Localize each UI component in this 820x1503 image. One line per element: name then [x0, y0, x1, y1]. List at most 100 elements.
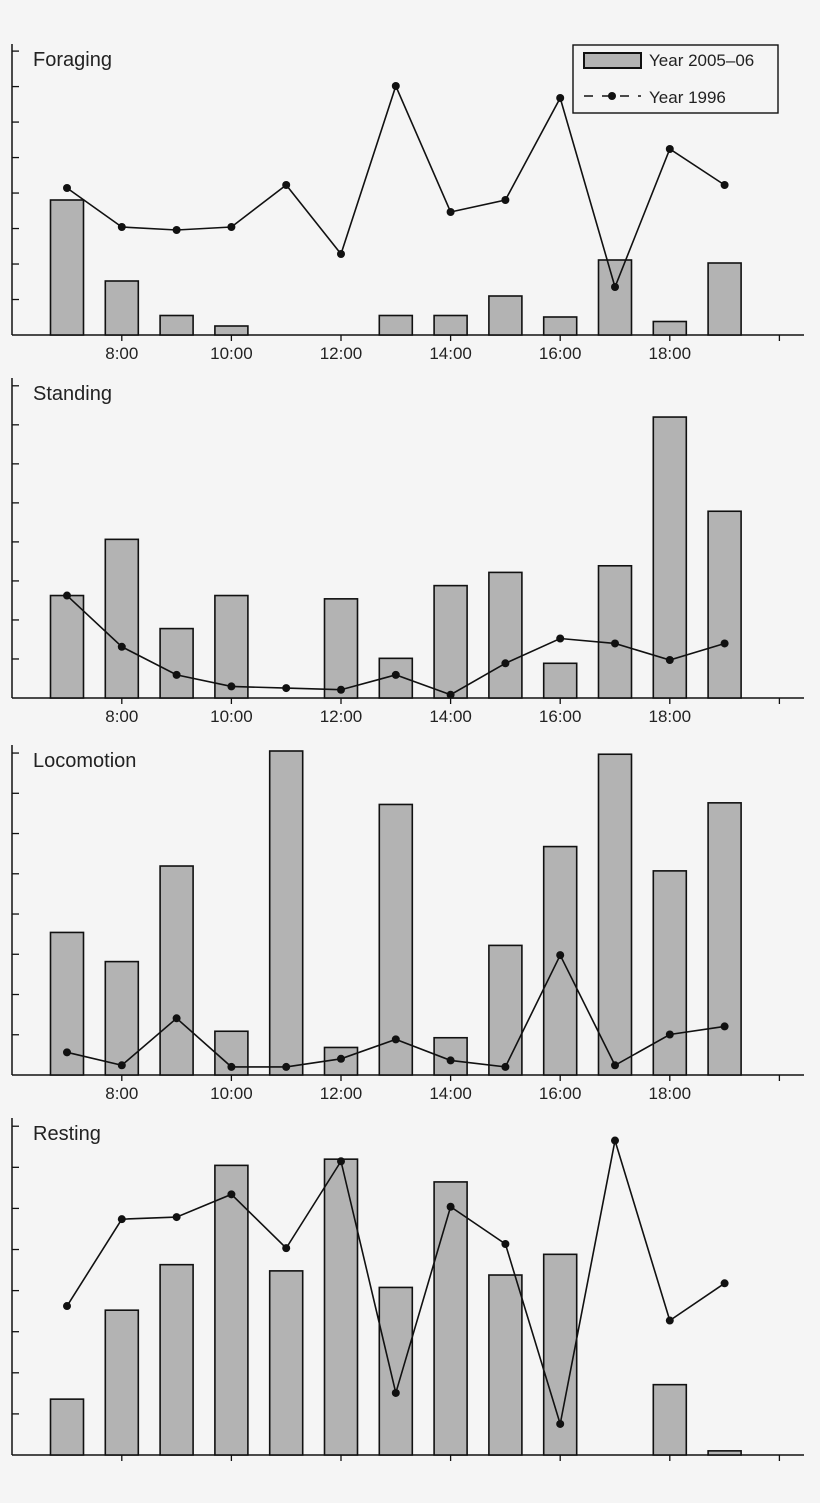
x-tick-label: 8:00	[105, 1084, 138, 1103]
line-point	[172, 1213, 181, 1222]
legend-box	[572, 44, 779, 114]
bar	[707, 510, 742, 699]
line-point	[337, 685, 345, 694]
line-point	[63, 1048, 71, 1057]
x-tick-label: 12:00	[320, 1084, 363, 1103]
x-tick-label: 16:00	[539, 1084, 582, 1103]
bar	[488, 295, 523, 336]
panel-title: Locomotion	[33, 750, 136, 772]
line-point	[282, 181, 291, 189]
line-point	[611, 639, 619, 648]
line-point	[227, 682, 236, 691]
panel-title: Standing	[33, 383, 112, 405]
line-point	[665, 1316, 674, 1325]
bar	[433, 1181, 468, 1456]
line-point	[391, 82, 400, 90]
bar	[214, 1164, 249, 1456]
bar	[433, 584, 468, 699]
bar	[159, 314, 194, 336]
x-tick-label: 18:00	[649, 344, 692, 363]
bar	[268, 750, 304, 1076]
line-1996	[66, 83, 726, 290]
line-point	[227, 223, 236, 231]
bar	[488, 571, 523, 699]
line-point	[501, 196, 510, 204]
line-point	[337, 1054, 345, 1063]
panel-title: Resting	[33, 1123, 101, 1145]
line-point	[720, 1279, 729, 1288]
bar	[652, 416, 688, 699]
line-point	[63, 184, 71, 192]
line-point	[720, 1022, 729, 1031]
legend: Year 2005–06 Year 1996	[572, 44, 779, 114]
bar	[652, 320, 688, 336]
line-point	[501, 1062, 510, 1071]
bar	[707, 1450, 742, 1456]
legend-label-1996: Year 1996	[649, 88, 726, 107]
line-point	[117, 1061, 126, 1070]
legend-bar-swatch	[583, 52, 642, 69]
panel-locomotion: 8:00 10:00 12:00 14:00 16:00 18:00 Locomotion	[11, 745, 804, 1103]
bar	[433, 314, 468, 336]
bar	[159, 865, 194, 1076]
line-point	[556, 94, 565, 102]
x-tick-label: 8:00	[105, 707, 138, 726]
x-tick-label: 10:00	[210, 344, 253, 363]
x-tick-label: 14:00	[429, 1084, 472, 1103]
panel-title: Foraging	[33, 49, 112, 71]
legend-marker	[608, 92, 616, 100]
line-point	[720, 181, 729, 189]
bar	[542, 845, 578, 1076]
line-point	[227, 1190, 236, 1199]
x-tick-label: 12:00	[320, 707, 363, 726]
bar	[597, 259, 633, 336]
x-tick-label: 10:00	[210, 1084, 253, 1103]
line-point	[446, 208, 455, 216]
x-tick-label: 16:00	[539, 344, 582, 363]
line-point	[117, 223, 126, 231]
bar	[214, 325, 249, 336]
bar	[707, 262, 742, 336]
bar	[597, 753, 633, 1076]
line-point	[611, 1061, 619, 1070]
x-tick-label: 14:00	[429, 344, 472, 363]
bar	[378, 803, 414, 1076]
line-point	[446, 690, 455, 699]
bar	[707, 802, 742, 1076]
panel-foraging: 8:00 10:00 12:00 14:00 16:00 18:00 Foraging	[11, 44, 804, 363]
bar	[323, 598, 359, 699]
bar	[488, 944, 523, 1076]
bar	[159, 627, 194, 699]
bar	[268, 1270, 304, 1456]
x-tick-label: 18:00	[649, 707, 692, 726]
line-point	[556, 1419, 565, 1428]
line-point	[501, 659, 510, 668]
bar	[49, 199, 85, 336]
line-point	[446, 1056, 455, 1065]
line-point	[282, 1244, 291, 1253]
line-point	[282, 1062, 291, 1071]
bar	[488, 1274, 523, 1456]
line-point	[391, 1035, 400, 1044]
bar	[323, 1158, 359, 1456]
line-point	[556, 951, 565, 960]
x-tick-label: 16:00	[539, 707, 582, 726]
bar	[542, 316, 578, 336]
panel-resting: Resting	[11, 1118, 804, 1461]
bar	[159, 1263, 194, 1456]
bar	[49, 594, 85, 699]
x-tick-label: 12:00	[320, 344, 363, 363]
line-point	[501, 1239, 510, 1248]
line-point	[391, 1388, 400, 1397]
line-point	[611, 283, 619, 291]
line-point	[665, 655, 674, 664]
line-point	[720, 639, 729, 648]
line-point	[227, 1062, 236, 1071]
bar	[104, 280, 140, 336]
line-point	[665, 145, 674, 153]
line-point	[172, 226, 181, 234]
bar	[378, 1286, 414, 1456]
bar	[652, 1383, 688, 1456]
